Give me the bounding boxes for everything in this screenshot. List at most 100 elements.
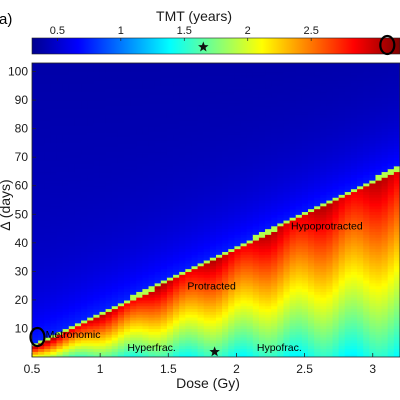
heatmap-cell xyxy=(191,114,199,118)
heatmap-cell xyxy=(258,322,266,327)
heatmap-cell xyxy=(136,140,143,144)
heatmap-cell xyxy=(228,160,235,164)
heatmap-cell xyxy=(283,82,291,87)
heatmap-cell xyxy=(32,168,39,173)
heatmap-cell xyxy=(50,214,58,218)
heatmap-cell xyxy=(277,322,285,327)
heatmap-cell xyxy=(308,242,315,247)
heatmap-cell xyxy=(38,114,45,118)
heatmap-cell xyxy=(283,217,291,221)
heatmap-cell xyxy=(271,160,278,164)
heatmap-cell xyxy=(314,191,321,195)
heatmap-cell xyxy=(209,225,217,230)
heatmap-cell xyxy=(166,245,174,250)
heatmap-cell xyxy=(68,214,76,218)
heatmap-cell xyxy=(81,97,88,101)
heatmap-cell xyxy=(148,191,156,195)
heatmap-cell xyxy=(56,311,64,315)
heatmap-cell xyxy=(203,231,211,235)
heatmap-cell xyxy=(173,248,180,252)
heatmap-cell xyxy=(203,331,211,335)
heatmap-cell xyxy=(271,197,278,201)
heatmap-cell xyxy=(314,239,321,244)
heatmap-cell xyxy=(111,248,119,252)
heatmap-cell xyxy=(228,145,235,150)
heatmap-cell xyxy=(197,214,205,218)
heatmap-cell xyxy=(258,165,266,170)
heatmap-cell xyxy=(295,188,303,193)
heatmap-cell xyxy=(154,80,162,84)
heatmap-cell xyxy=(142,291,150,295)
heatmap-cell xyxy=(277,177,285,181)
heatmap-cell xyxy=(265,77,272,81)
heatmap-cell xyxy=(197,285,205,290)
heatmap-cell xyxy=(295,217,303,221)
heatmap-cell xyxy=(44,297,51,301)
heatmap-cell xyxy=(173,200,180,204)
heatmap-cell xyxy=(173,322,180,327)
heatmap-cell xyxy=(234,114,242,118)
heatmap-cell xyxy=(240,282,248,287)
heatmap-cell xyxy=(44,131,51,135)
heatmap-cell xyxy=(289,299,297,304)
heatmap-cell xyxy=(179,191,186,195)
heatmap-cell xyxy=(81,291,88,295)
heatmap-cell xyxy=(252,154,260,158)
heatmap-cell xyxy=(277,154,285,158)
heatmap-cell xyxy=(240,271,248,275)
heatmap-cell xyxy=(240,342,248,347)
heatmap-cell xyxy=(308,319,315,324)
heatmap-cell xyxy=(271,237,278,241)
heatmap-cell xyxy=(142,297,150,301)
heatmap-cell xyxy=(191,180,199,184)
heatmap-cell xyxy=(124,337,131,341)
heatmap-cell xyxy=(62,188,70,193)
heatmap-cell xyxy=(308,194,315,198)
heatmap-cell xyxy=(142,182,150,187)
heatmap-cell xyxy=(173,114,180,118)
heatmap-cell xyxy=(62,228,70,233)
heatmap-cell xyxy=(154,180,162,184)
heatmap-cell xyxy=(203,345,211,350)
heatmap-cell xyxy=(283,180,291,184)
heatmap-cell xyxy=(222,91,229,95)
heatmap-cell xyxy=(234,237,242,241)
heatmap-cell xyxy=(234,334,242,338)
heatmap-cell xyxy=(228,177,235,181)
heatmap-cell xyxy=(185,242,193,247)
heatmap-cell xyxy=(166,348,174,352)
heatmap-cell xyxy=(62,308,70,312)
heatmap-cell xyxy=(68,305,76,310)
heatmap-cell xyxy=(216,194,223,198)
heatmap-cell xyxy=(283,302,291,307)
heatmap-cell xyxy=(74,322,82,327)
heatmap-cell xyxy=(252,225,260,230)
heatmap-cell xyxy=(99,277,107,281)
heatmap-cell xyxy=(38,162,45,167)
heatmap-cell xyxy=(81,182,88,187)
heatmap-cell xyxy=(222,185,229,190)
heatmap-cell xyxy=(74,348,82,352)
heatmap-cell xyxy=(87,94,94,98)
heatmap-cell xyxy=(265,85,272,90)
heatmap-cell xyxy=(154,334,162,338)
heatmap-cell xyxy=(301,237,309,241)
heatmap-cell xyxy=(68,85,76,90)
heatmap-cell xyxy=(289,177,297,181)
heatmap-cell xyxy=(308,200,315,204)
heatmap-cell xyxy=(136,180,143,184)
heatmap-cell xyxy=(136,237,143,241)
heatmap-cell xyxy=(265,94,272,98)
heatmap-cell xyxy=(265,354,272,357)
heatmap-cell xyxy=(240,171,248,175)
heatmap-cell xyxy=(283,248,291,252)
heatmap-cell xyxy=(142,68,150,73)
heatmap-cell xyxy=(240,219,248,224)
heatmap-cell xyxy=(142,137,150,141)
heatmap-cell xyxy=(130,208,137,213)
heatmap-cell xyxy=(87,114,94,118)
heatmap-cell xyxy=(32,208,39,213)
heatmap-cell xyxy=(160,211,168,215)
heatmap-cell xyxy=(32,162,39,167)
heatmap-cell xyxy=(111,160,119,164)
